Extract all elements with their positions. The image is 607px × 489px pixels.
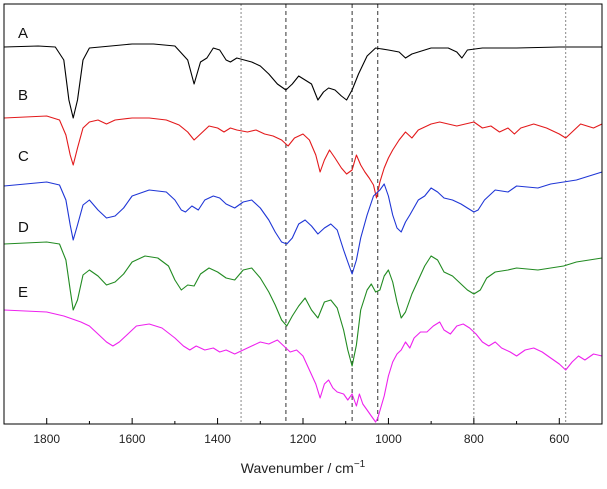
x-tick-label-1600: 1600 [119,432,146,446]
x-tick-label-600: 600 [549,432,569,446]
series-line-C [3,171,603,275]
x-tick-label-1000: 1000 [375,432,402,446]
series-label-C: C [18,148,29,165]
plot-frame [3,3,603,425]
series-line-E [3,309,603,423]
x-axis-ticks: 1800 1600 1400 1200 1000 800 600 [3,418,603,446]
x-tick-label-1200: 1200 [290,432,317,446]
reference-lines [240,4,567,424]
series-line-B [3,115,603,199]
series-labels: A B C D E [18,25,29,301]
series-label-E: E [18,284,28,301]
series-label-D: D [18,219,29,236]
series-label-A: A [18,25,28,42]
spectra-series [3,43,603,423]
x-axis-title-superscript: −1 [354,459,366,470]
x-tick-label-800: 800 [464,432,484,446]
series-line-A [3,43,602,119]
x-axis-title: Wavenumber / cm−1 [241,459,366,476]
x-axis-title-text: Wavenumber / cm [241,460,354,476]
series-line-D [3,241,603,367]
series-label-B: B [18,87,28,104]
x-tick-label-1800: 1800 [33,432,60,446]
x-tick-label-1400: 1400 [204,432,231,446]
